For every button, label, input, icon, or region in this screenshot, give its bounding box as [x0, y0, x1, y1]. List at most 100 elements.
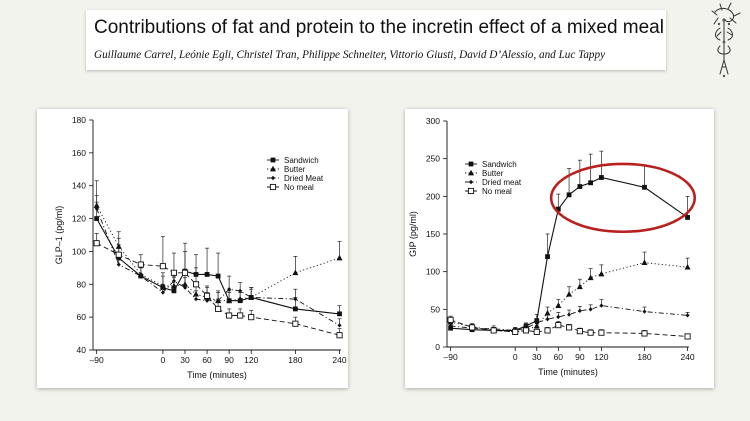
x-tick-label: 0	[513, 352, 518, 362]
data-point	[685, 215, 690, 220]
data-point	[116, 262, 121, 267]
data-point	[567, 312, 572, 317]
legend-label: Butter	[284, 165, 306, 174]
series-no-meal	[447, 315, 691, 340]
highlight-ellipse	[549, 162, 697, 234]
data-point	[226, 297, 233, 304]
x-tick-label: 60	[554, 352, 564, 362]
legend-label: Sandwich	[482, 160, 517, 169]
data-point	[181, 269, 189, 276]
data-point	[566, 192, 572, 198]
data-point	[292, 320, 299, 327]
series-line	[96, 205, 340, 302]
y-tick-label: 300	[426, 116, 440, 126]
data-point	[599, 303, 604, 308]
data-point	[533, 328, 540, 335]
data-point	[598, 270, 605, 277]
legend-marker	[468, 161, 474, 167]
legend-label: Butter	[482, 169, 504, 178]
data-point	[469, 324, 476, 331]
university-seal-icon	[700, 2, 750, 102]
legend-marker	[468, 169, 474, 176]
data-point	[337, 323, 342, 328]
legend-label: Sandwich	[284, 156, 319, 165]
y-tick-label: 80	[77, 279, 87, 289]
title-box: Contributions of fat and protein to the …	[86, 10, 666, 70]
data-point	[160, 290, 165, 295]
data-point	[448, 323, 453, 329]
series-line	[450, 305, 688, 331]
data-point	[237, 312, 244, 319]
slide-title: Contributions of fat and protein to the …	[94, 17, 664, 38]
y-tick-label: 50	[431, 304, 441, 314]
data-point	[337, 311, 342, 317]
y-tick-label: 150	[426, 229, 440, 239]
data-point	[544, 309, 551, 316]
data-point	[576, 328, 583, 335]
y-tick-label: 180	[72, 115, 86, 125]
x-tick-label: –90	[90, 355, 104, 365]
data-point	[577, 184, 583, 189]
data-point	[204, 292, 211, 299]
x-axis-label: Time (minutes)	[187, 370, 247, 380]
legend-label: Dried meat	[482, 178, 522, 187]
x-tick-label: 30	[532, 352, 542, 362]
y-tick-label: 160	[72, 148, 86, 158]
data-point	[293, 296, 298, 302]
legend-label: Dried Meat	[284, 174, 324, 183]
legend-marker	[269, 183, 277, 191]
x-tick-label: 120	[244, 355, 258, 365]
x-tick-label: 90	[575, 352, 585, 362]
legend-marker	[467, 187, 475, 195]
data-point	[566, 324, 573, 331]
x-tick-label: 180	[637, 352, 651, 362]
x-tick-label: 60	[202, 355, 212, 365]
y-axis-label: GIP (pg/ml)	[408, 211, 418, 257]
data-point	[192, 281, 200, 288]
x-tick-label: 0	[161, 355, 166, 365]
data-point	[215, 273, 221, 279]
data-point	[226, 312, 233, 319]
data-point	[215, 305, 222, 312]
series-line	[450, 262, 688, 333]
data-point	[94, 206, 99, 211]
data-point	[194, 296, 199, 302]
series-butter	[447, 251, 691, 335]
data-point	[336, 254, 343, 261]
y-axis-label: GLP–1 (pg/ml)	[54, 206, 64, 265]
data-point	[588, 180, 594, 186]
y-tick-label: 140	[72, 181, 86, 191]
gip-chart-panel: 0 50 100 150 200 250 300 –90 0 30 60 90 120 180 240 Tim…	[405, 109, 714, 388]
series-no-meal	[93, 233, 343, 339]
legend-marker	[270, 165, 276, 172]
data-point	[447, 316, 454, 323]
data-point	[227, 287, 232, 292]
data-point	[94, 216, 100, 221]
data-point	[336, 332, 343, 339]
data-point	[587, 329, 594, 336]
x-tick-label: 240	[680, 352, 694, 362]
data-point	[292, 269, 299, 276]
data-point	[641, 259, 648, 266]
data-point	[555, 206, 561, 212]
data-point	[642, 184, 647, 190]
data-point	[533, 322, 540, 329]
data-point	[205, 298, 210, 303]
data-point	[545, 254, 550, 259]
y-tick-label: 250	[426, 154, 440, 164]
data-point	[93, 240, 100, 247]
data-point	[684, 263, 691, 270]
data-point	[171, 278, 176, 284]
data-point	[556, 314, 561, 320]
x-tick-label: 120	[594, 352, 608, 362]
data-point	[555, 322, 562, 329]
data-point	[204, 272, 210, 277]
y-tick-label: 100	[72, 246, 86, 256]
data-point	[171, 288, 177, 294]
series-line	[450, 176, 688, 331]
data-point	[534, 320, 539, 326]
x-axis-label: Time (minutes)	[538, 367, 598, 377]
